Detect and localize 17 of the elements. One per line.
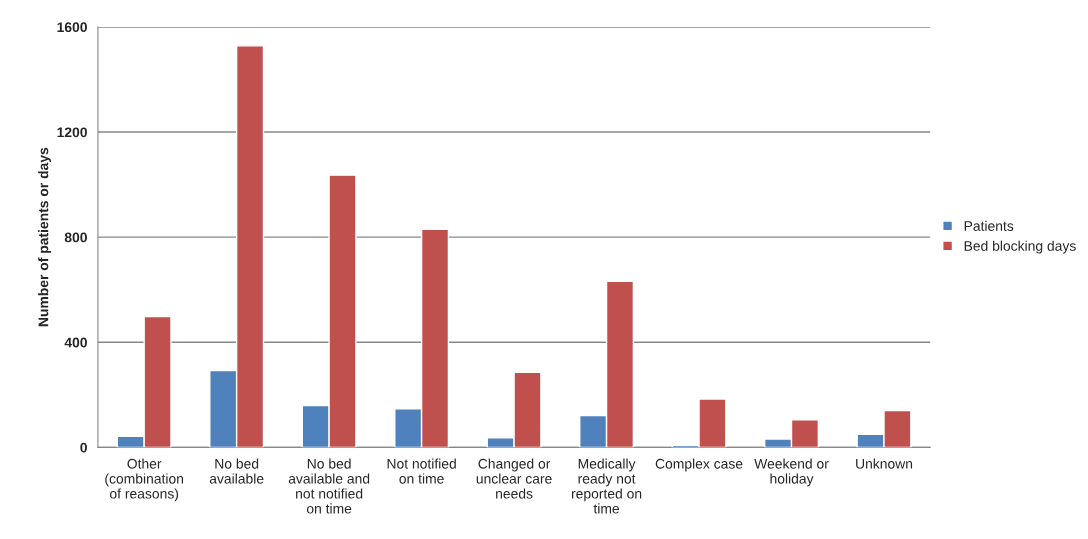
x-tick-label: Weekend or holiday bbox=[754, 458, 829, 487]
x-tick-label: Unknown bbox=[856, 458, 913, 469]
y-tick-label: 1200 bbox=[57, 127, 87, 138]
x-tick-label: No bed available and not notified on time bbox=[288, 458, 370, 514]
legend-label: Bed blocking days bbox=[964, 240, 1076, 254]
y-axis-title: Number of patients or days bbox=[38, 147, 52, 327]
x-tick-label: Not notified on time bbox=[387, 458, 456, 484]
x-tick-label: No bed available bbox=[209, 458, 264, 484]
x-tick-label: Changed or unclear care needs bbox=[476, 458, 552, 499]
y-tick-label: 1600 bbox=[57, 22, 87, 33]
legend-label: Patients bbox=[964, 220, 1014, 231]
y-tick-label: 0 bbox=[80, 442, 87, 453]
x-tick-label: Medically ready not reported on time bbox=[571, 458, 642, 514]
y-tick-label: 800 bbox=[64, 232, 87, 243]
y-tick-label: 400 bbox=[64, 337, 87, 348]
x-tick-label: Other (combination of reasons) bbox=[105, 458, 184, 502]
x-tick-label: Complex case bbox=[655, 458, 743, 472]
